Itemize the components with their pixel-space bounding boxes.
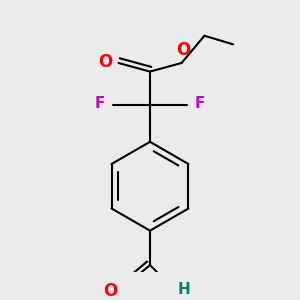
Text: F: F <box>94 96 105 111</box>
Text: H: H <box>177 282 190 297</box>
Text: O: O <box>103 282 117 300</box>
Text: O: O <box>98 52 113 70</box>
Text: O: O <box>176 41 190 59</box>
Text: F: F <box>195 96 206 111</box>
